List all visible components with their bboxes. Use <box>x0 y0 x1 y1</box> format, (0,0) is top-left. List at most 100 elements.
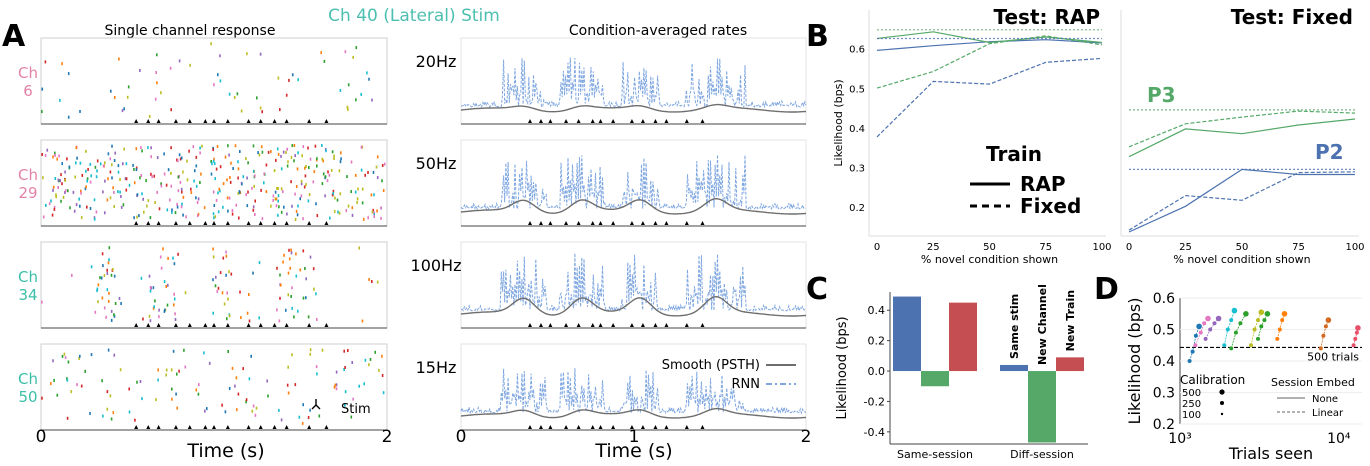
spike <box>352 397 354 401</box>
spike <box>233 96 236 99</box>
stim-tick <box>684 119 689 123</box>
spike <box>61 62 63 66</box>
channel-label-0: Ch 6 <box>18 64 38 100</box>
spike <box>184 365 187 369</box>
spike <box>374 350 376 354</box>
spike <box>252 404 255 408</box>
spike <box>295 209 298 213</box>
panel-a-title: Ch 40 (Lateral) Stim <box>328 6 500 26</box>
spike <box>42 215 45 219</box>
stim-tick <box>272 221 277 225</box>
spike <box>174 318 177 321</box>
spike <box>50 382 52 386</box>
spike <box>222 256 225 260</box>
spike <box>219 271 222 275</box>
spike <box>367 171 369 174</box>
stim-tick <box>538 221 543 225</box>
bars-ylabel: Likelihood (bps) <box>835 316 850 419</box>
scatter-point <box>1231 307 1238 314</box>
spike <box>242 175 245 179</box>
stim-tick <box>307 425 312 429</box>
stim-tick <box>324 119 329 123</box>
spike <box>192 145 195 149</box>
spike <box>152 286 155 290</box>
spike <box>316 164 318 168</box>
spike <box>74 175 76 179</box>
spike <box>231 209 234 212</box>
legend-rnn-label: RNN <box>732 377 760 392</box>
spike <box>195 196 197 200</box>
stim-tick <box>324 221 329 225</box>
spike <box>290 248 292 252</box>
spike <box>52 188 54 192</box>
stim-marker-icon <box>311 399 321 410</box>
spike <box>123 147 125 151</box>
stim-tick <box>576 119 581 123</box>
spike <box>133 181 136 185</box>
stim-tick <box>653 425 658 429</box>
spike <box>149 216 152 220</box>
spike <box>345 209 348 213</box>
spike <box>64 170 66 174</box>
spike <box>277 187 279 190</box>
spike <box>147 146 149 150</box>
scatter-point <box>1212 321 1217 326</box>
spike <box>147 199 150 203</box>
stim-tick <box>684 221 689 225</box>
spike <box>252 205 255 209</box>
spike <box>53 205 56 209</box>
spike <box>343 368 345 371</box>
spike <box>117 170 120 174</box>
stim-tick <box>146 119 151 123</box>
stim-tick <box>187 425 192 429</box>
stim-tick <box>653 119 658 123</box>
spike <box>217 210 220 214</box>
spike <box>84 369 86 373</box>
spike <box>343 349 345 353</box>
spike <box>333 154 335 158</box>
scatter-xlabel: Trials seen <box>1228 444 1313 463</box>
spike <box>181 202 183 206</box>
spike <box>107 261 110 265</box>
spike <box>370 193 373 197</box>
spike <box>213 83 215 87</box>
spike <box>228 314 231 318</box>
spike <box>274 190 277 194</box>
spike <box>55 193 57 197</box>
spike <box>309 352 312 356</box>
stim-tick <box>187 221 192 225</box>
spike <box>206 407 208 411</box>
stim-tick <box>225 425 230 429</box>
spike <box>368 363 370 367</box>
spike <box>109 170 112 174</box>
spike <box>173 262 176 266</box>
scatter-point <box>1258 309 1265 316</box>
stim-tick <box>700 221 705 225</box>
spike <box>169 198 171 202</box>
spike <box>109 157 112 161</box>
stim-tick <box>576 425 581 429</box>
spike <box>259 52 262 56</box>
scatter-xtick: 10⁴ <box>1327 431 1351 447</box>
spike <box>113 313 115 317</box>
stim-tick <box>272 119 277 123</box>
stim-tick <box>146 425 151 429</box>
spike <box>227 209 229 213</box>
scatter-point <box>1256 336 1260 341</box>
spike <box>356 197 359 201</box>
stim-tick <box>548 221 553 225</box>
spike <box>355 98 357 102</box>
stim-tick <box>284 221 289 225</box>
spike <box>286 147 288 151</box>
spike <box>177 252 179 256</box>
spike <box>279 296 281 300</box>
spike <box>235 203 238 207</box>
spike <box>216 289 219 293</box>
spike <box>135 166 138 170</box>
test-rap-xtick: 50 <box>983 242 996 253</box>
rates-frame-1 <box>460 139 807 227</box>
spike <box>165 183 168 187</box>
panel-d: 0.2 0.3 0.4 0.5 0.6 10³ 10⁴ Trials seen Likeliho… <box>1125 291 1362 463</box>
spike <box>219 54 221 58</box>
spike <box>293 315 295 319</box>
